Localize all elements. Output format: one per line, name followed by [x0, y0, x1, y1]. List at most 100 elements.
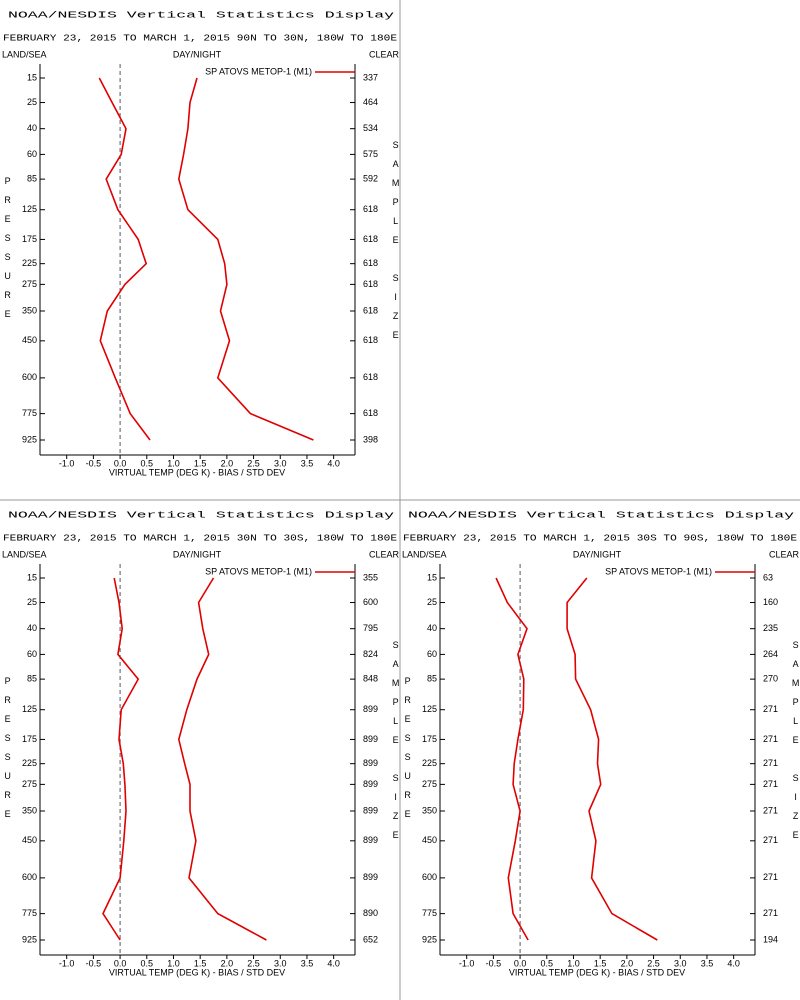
x-tick-label: 3.5 [701, 958, 714, 968]
x-tick-label: 2.5 [247, 458, 260, 468]
y-tick-label: 40 [27, 623, 37, 633]
sample-size-label: 899 [363, 704, 378, 714]
sample-size-label: 618 [363, 305, 378, 315]
sample-size-label: 600 [363, 597, 378, 607]
y-tick-label: 125 [22, 704, 37, 714]
legend-label: SP ATOVS METOP-1 (M1) [605, 566, 712, 576]
y-tick-label: 450 [22, 835, 37, 845]
y-tick-label: 925 [22, 434, 37, 444]
y-tick-label: 15 [427, 572, 437, 582]
y-tick-label: 600 [422, 872, 437, 882]
y-tick-label: 125 [422, 704, 437, 714]
y-tick-label: 600 [22, 372, 37, 382]
y-tick-label: 275 [22, 279, 37, 289]
x-axis-label: VIRTUAL TEMP (DEG K) - BIAS / STD DEV [109, 467, 285, 477]
y-tick-label: 350 [22, 805, 37, 815]
y-tick-label: 350 [22, 305, 37, 315]
x-tick-label: 1.5 [194, 958, 207, 968]
series-line [102, 577, 140, 941]
x-tick-label: 2.5 [647, 958, 660, 968]
sample-size-label: 271 [763, 704, 778, 714]
y-tick-label: 15 [27, 572, 37, 582]
x-tick-label: 3.0 [274, 458, 287, 468]
sample-size-label: 899 [363, 835, 378, 845]
y-tick-label: 175 [422, 734, 437, 744]
x-tick-label: -0.5 [86, 458, 102, 468]
series-line [98, 77, 151, 441]
x-tick-label: -0.5 [86, 958, 102, 968]
x-tick-label: 2.0 [621, 958, 634, 968]
sample-size-label: 63 [763, 572, 773, 582]
x-tick-label: -1.0 [59, 458, 75, 468]
sample-size-label: 270 [763, 674, 778, 684]
x-axis-label: VIRTUAL TEMP (DEG K) - BIAS / STD DEV [509, 967, 685, 977]
sample-size-label: 618 [363, 258, 378, 268]
x-tick-label: 0.5 [541, 958, 554, 968]
sample-size-label: 271 [763, 734, 778, 744]
y-tick-label: 775 [422, 908, 437, 918]
sample-size-label: 592 [363, 174, 378, 184]
legend-label: SP ATOVS METOP-1 (M1) [205, 66, 312, 76]
header-label: DAY/NIGHT [573, 549, 622, 559]
y-tick-label: 225 [422, 758, 437, 768]
y-tick-label: 775 [22, 908, 37, 918]
y-tick-label: 85 [427, 674, 437, 684]
sample-size-label: 355 [363, 572, 378, 582]
y-tick-label: 275 [422, 779, 437, 789]
y2-axis-label: SAMPLE SIZE [391, 640, 401, 849]
x-tick-label: 3.5 [301, 458, 314, 468]
x-tick-label: 3.5 [301, 958, 314, 968]
x-tick-label: 0.0 [114, 958, 127, 968]
y-tick-label: 85 [27, 674, 37, 684]
header-label: CLEAR [369, 49, 400, 59]
chart: NOAA/NESDIS Vertical Statistics Display F… [402, 510, 800, 977]
y-tick-label: 60 [427, 649, 437, 659]
y-tick-label: 40 [427, 623, 437, 633]
y-tick-label: 225 [22, 258, 37, 268]
y-tick-label: 175 [22, 234, 37, 244]
sample-size-label: 848 [363, 674, 378, 684]
y-tick-label: 925 [22, 934, 37, 944]
y-tick-label: 450 [422, 835, 437, 845]
x-tick-label: -1.0 [59, 958, 75, 968]
sample-size-label: 534 [363, 123, 378, 133]
x-tick-label: 4.0 [727, 958, 740, 968]
sample-size-label: 271 [763, 872, 778, 882]
series-line [495, 577, 529, 941]
chart: NOAA/NESDIS Vertical Statistics Display F… [2, 510, 401, 977]
sample-size-label: 618 [363, 408, 378, 418]
x-tick-label: 1.5 [594, 958, 607, 968]
series-line [177, 77, 314, 441]
header-label: LAND/SEA [402, 549, 447, 559]
sample-size-label: 899 [363, 805, 378, 815]
sample-size-label: 235 [763, 623, 778, 633]
header-label: CLEAR [769, 549, 800, 559]
header-label: LAND/SEA [2, 549, 47, 559]
sample-size-label: 899 [363, 758, 378, 768]
x-tick-label: 0.5 [141, 958, 154, 968]
chart-title: NOAA/NESDIS Vertical Statistics Display [408, 510, 795, 520]
sample-size-label: 271 [763, 835, 778, 845]
y-axis-label: PRESSURE [3, 176, 13, 328]
x-tick-label: 4.0 [327, 958, 340, 968]
sample-size-label: 795 [363, 623, 378, 633]
x-tick-label: 2.0 [221, 458, 234, 468]
chart-subtitle: FEBRUARY 23, 2015 TO MARCH 1, 2015 30N T… [3, 533, 397, 543]
x-tick-label: 0.5 [141, 458, 154, 468]
y-tick-label: 775 [22, 408, 37, 418]
x-tick-label: 2.5 [247, 958, 260, 968]
x-tick-label: 1.0 [167, 958, 180, 968]
x-tick-label: 0.0 [114, 458, 127, 468]
x-tick-label: 3.0 [274, 958, 287, 968]
y-tick-label: 85 [27, 174, 37, 184]
sample-size-label: 271 [763, 805, 778, 815]
sample-size-label: 890 [363, 908, 378, 918]
x-tick-label: 0.0 [514, 958, 527, 968]
series-line [566, 577, 658, 941]
header-label: LAND/SEA [2, 49, 47, 59]
y2-axis-label: SAMPLE SIZE [791, 640, 800, 849]
header-label: DAY/NIGHT [173, 549, 222, 559]
sample-size-label: 271 [763, 908, 778, 918]
sample-size-label: 824 [363, 649, 378, 659]
sample-size-label: 618 [363, 372, 378, 382]
